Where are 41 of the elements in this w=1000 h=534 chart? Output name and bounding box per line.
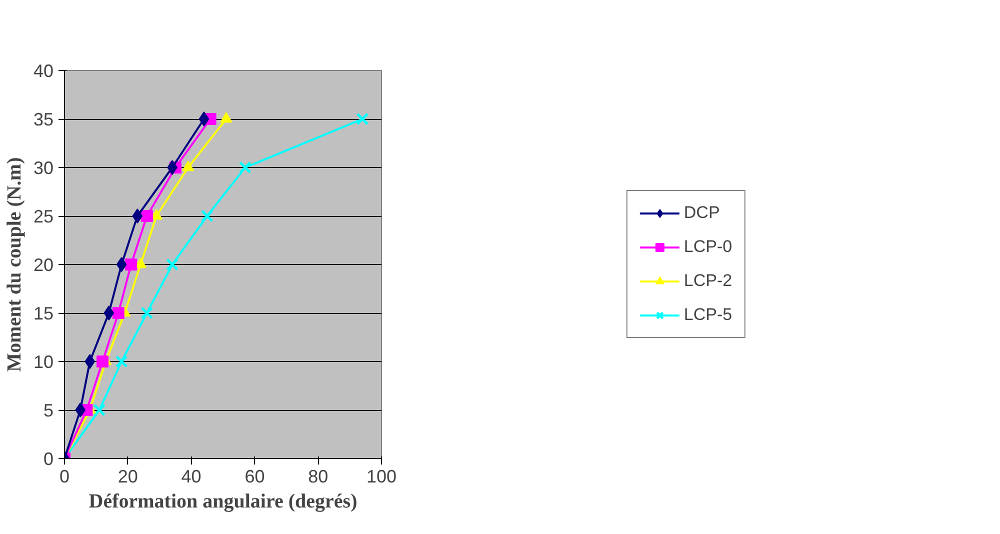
point bbox=[132, 208, 143, 224]
y-tick-label: 0 bbox=[43, 449, 54, 469]
point bbox=[166, 258, 178, 271]
x-tick-label: 0 bbox=[59, 466, 70, 486]
x-tick-label: 80 bbox=[308, 466, 328, 486]
y-axis-title: Moment du couple (N.m) bbox=[3, 157, 26, 372]
y-tick-label: 40 bbox=[33, 61, 54, 81]
legend-label: DCP bbox=[684, 203, 720, 223]
y-tick-label: 25 bbox=[33, 206, 54, 226]
point bbox=[96, 356, 109, 368]
point bbox=[125, 258, 138, 270]
y-tick-label: 35 bbox=[33, 110, 54, 130]
point bbox=[200, 210, 214, 222]
y-tick-label: 20 bbox=[33, 255, 54, 275]
x-axis-title: Déformation angulaire (degrés) bbox=[88, 490, 358, 512]
x-tick-label: 60 bbox=[244, 466, 265, 486]
point bbox=[84, 354, 96, 369]
x-tick-label: 20 bbox=[118, 466, 138, 486]
point bbox=[220, 112, 232, 123]
point bbox=[93, 404, 106, 416]
legend-label: LCP-0 bbox=[684, 237, 732, 257]
point bbox=[115, 355, 128, 368]
point bbox=[112, 307, 124, 319]
y-tick-label: 15 bbox=[33, 304, 54, 324]
y-tick-label: 10 bbox=[33, 352, 54, 372]
point bbox=[238, 161, 252, 174]
y-tick-label: 30 bbox=[33, 158, 54, 178]
point bbox=[167, 160, 178, 175]
x-tick-label: 40 bbox=[181, 466, 202, 486]
legend-label: LCP-5 bbox=[684, 305, 732, 325]
point bbox=[104, 306, 114, 320]
point bbox=[356, 112, 369, 126]
point bbox=[75, 402, 86, 418]
point bbox=[198, 112, 210, 126]
point bbox=[182, 160, 194, 172]
y-tick-label: 5 bbox=[43, 400, 54, 420]
point bbox=[140, 306, 154, 320]
x-tick-label: 100 bbox=[366, 466, 397, 486]
point bbox=[116, 257, 127, 272]
point bbox=[140, 210, 153, 222]
legend-label: LCP-2 bbox=[684, 271, 732, 291]
